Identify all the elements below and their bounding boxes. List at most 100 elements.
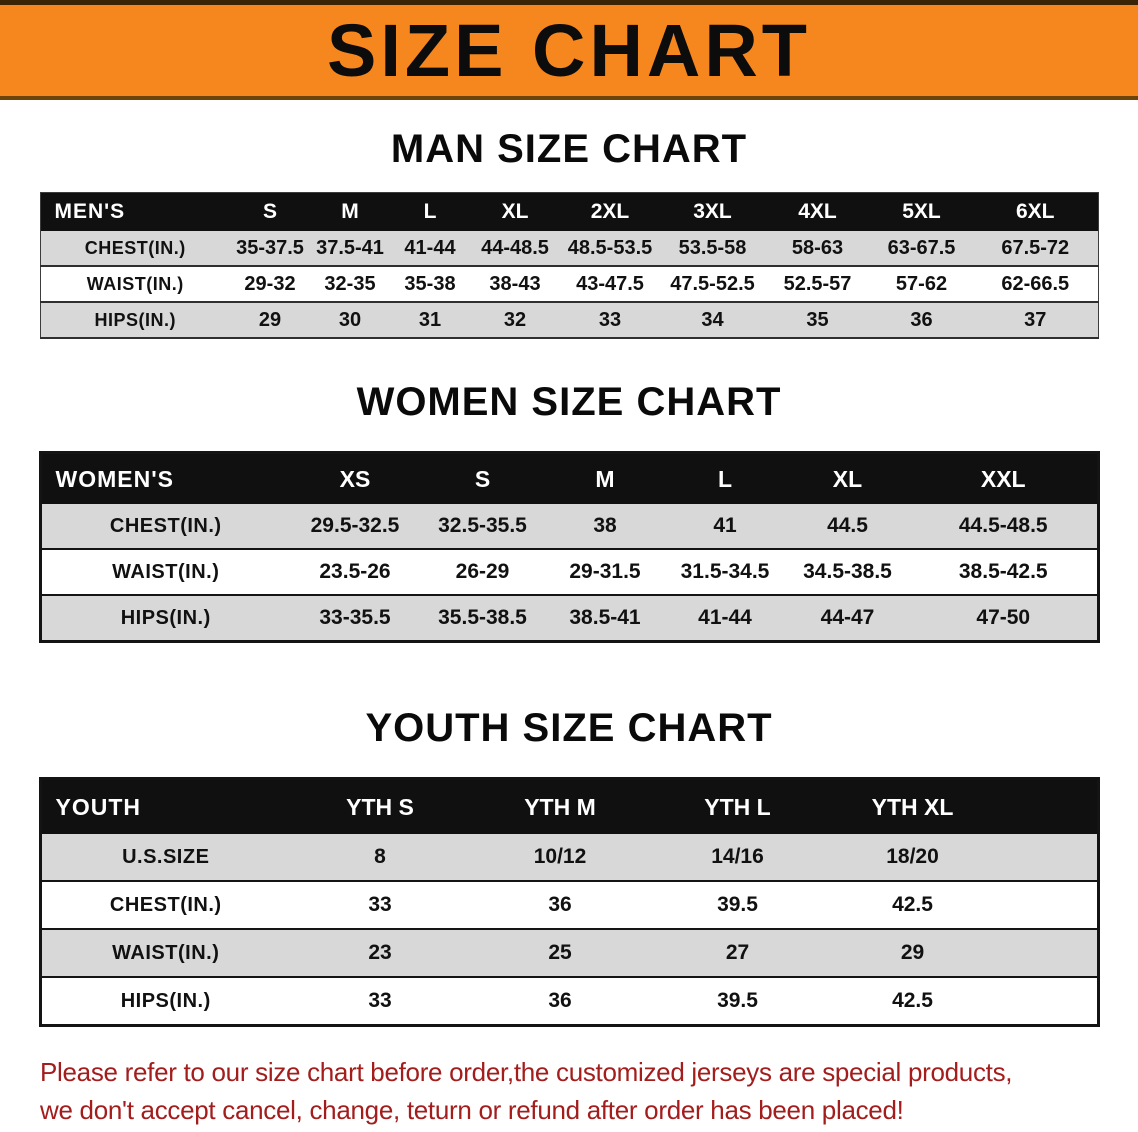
size-column-header: YTH L [650,778,825,834]
size-column-header: XXL [910,452,1098,504]
cell: 29-32 [244,272,296,295]
women-waist-row: WAIST(IN.) 23.5-26 26-29 29-31.5 31.5-34… [40,549,1098,595]
size-column-header: YTH S [290,778,470,834]
youth-section: YOUTH SIZE CHART YOUTH YTH S YTH M YTH L… [0,705,1138,1027]
cell: 53.5-58 [660,231,765,266]
men-waist-row: WAIST(IN.) 29-32 32-35 35-38 38-43 43-47… [40,266,1098,302]
size-column-header: 6XL [973,192,1098,231]
footer-notice: Please refer to our size chart before or… [40,1053,1138,1129]
cell: 44-47 [785,595,910,642]
men-section: MAN SIZE CHART MEN'S S M L XL 2XL 3XL 4X… [0,126,1138,339]
cell: 39.5 [717,893,758,916]
women-size-table: WOMEN'S XS S M L XL XXL CHEST(IN.) 29.5-… [38,451,1100,643]
cell: 29 [230,302,310,338]
cell: 33 [368,989,392,1012]
women-section: WOMEN SIZE CHART WOMEN'S XS S M L XL XXL [0,379,1138,643]
size-column-header: S [420,452,545,504]
size-column-header: XL [785,452,910,504]
page-title: SIZE CHART [327,8,811,92]
size-column-header: M [310,192,390,231]
cell: 29 [825,929,1000,977]
size-column-header: XS [290,452,420,504]
men-chest-row: CHEST(IN.) 35-37.5 37.5-41 41-44 44-48.5… [40,231,1098,266]
women-chest-row: CHEST(IN.) 29.5-32.5 32.5-35.5 38 41 44.… [40,504,1098,549]
cell: 62-66.5 [1001,272,1070,295]
spacer-cell [1000,881,1098,929]
women-hips-row: HIPS(IN.) 33-35.5 35.5-38.5 38.5-41 41-4… [40,595,1098,642]
cell: 57-62 [895,272,948,295]
cell: 36 [870,302,973,338]
spacer-cell [1000,929,1098,977]
size-column-header: L [665,452,785,504]
cell: 41-44 [390,231,470,266]
cell: 38.5-42.5 [958,560,1048,583]
cell: 36 [548,989,572,1012]
row-label: CHEST(IN.) [40,504,290,549]
women-table-head-row: WOMEN'S XS S M L XL XXL [40,452,1098,504]
youth-size-table: YOUTH YTH S YTH M YTH L YTH XL U.S.SIZE … [38,777,1100,1027]
cell: 23 [290,929,470,977]
row-label: WAIST(IN.) [86,273,184,294]
youth-chest-row: CHEST(IN.) 33 36 39.5 42.5 [40,881,1098,929]
size-column-header: XL [470,192,560,231]
row-label: WAIST(IN.) [112,560,220,583]
cell: 44.5 [785,504,910,549]
cell: 29.5-32.5 [290,504,420,549]
cell: 33 [368,893,392,916]
men-size-table: MEN'S S M L XL 2XL 3XL 4XL 5XL 6XL CHEST… [39,192,1099,339]
cell: 35-37.5 [230,231,310,266]
cell: 25 [470,929,650,977]
cell: 34 [660,302,765,338]
notice-line-1: Please refer to our size chart before or… [40,1057,1013,1087]
cell: 44-48.5 [470,231,560,266]
cell: 27 [650,929,825,977]
size-column-header: 5XL [870,192,973,231]
row-label: HIPS(IN.) [40,595,290,642]
cell: 32-35 [324,272,376,295]
men-table-head-row: MEN'S S M L XL 2XL 3XL 4XL 5XL 6XL [40,192,1098,231]
cell: 14/16 [650,834,825,881]
cell: 52.5-57 [783,272,852,295]
row-label: WAIST(IN.) [40,929,290,977]
cell: 10/12 [470,834,650,881]
men-section-heading: MAN SIZE CHART [390,127,748,171]
cell: 31.5-34.5 [680,560,770,583]
cell: 42.5 [892,893,933,916]
youth-table-head-row: YOUTH YTH S YTH M YTH L YTH XL [40,778,1098,834]
banner: SIZE CHART [0,0,1138,100]
row-label: U.S.SIZE [40,834,290,881]
cell: 37.5-41 [310,231,390,266]
cell: 23.5-26 [319,560,391,583]
cell: 63-67.5 [870,231,973,266]
cell: 39.5 [717,989,758,1012]
size-column-header: YTH M [470,778,650,834]
cell: 26-29 [455,560,510,583]
cell: 67.5-72 [973,231,1098,266]
cell: 34.5-38.5 [803,560,892,583]
cell: 43-47.5 [576,272,644,295]
cell: 32.5-35.5 [420,504,545,549]
youth-hips-row: HIPS(IN.) 33 36 39.5 42.5 [40,977,1098,1026]
cell: 32 [470,302,560,338]
size-column-header: 4XL [765,192,870,231]
size-column-header: YTH XL [825,778,1000,834]
size-column-header: M [545,452,665,504]
size-column-header: 2XL [560,192,660,231]
cell: 30 [310,302,390,338]
cell: 31 [390,302,470,338]
cell: 42.5 [892,989,933,1012]
row-label: HIPS(IN.) [40,302,230,338]
row-label: HIPS(IN.) [120,989,211,1012]
youth-ussize-row: U.S.SIZE 8 10/12 14/16 18/20 [40,834,1098,881]
men-table-title: MEN'S [40,192,230,231]
size-column-header: S [230,192,310,231]
youth-waist-row: WAIST(IN.) 23 25 27 29 [40,929,1098,977]
cell: 35.5-38.5 [420,595,545,642]
cell: 36 [548,893,572,916]
youth-section-heading: YOUTH SIZE CHART [365,706,773,750]
cell: 33 [560,302,660,338]
cell: 38 [545,504,665,549]
cell: 47-50 [910,595,1098,642]
cell: 47.5-52.5 [670,272,755,295]
